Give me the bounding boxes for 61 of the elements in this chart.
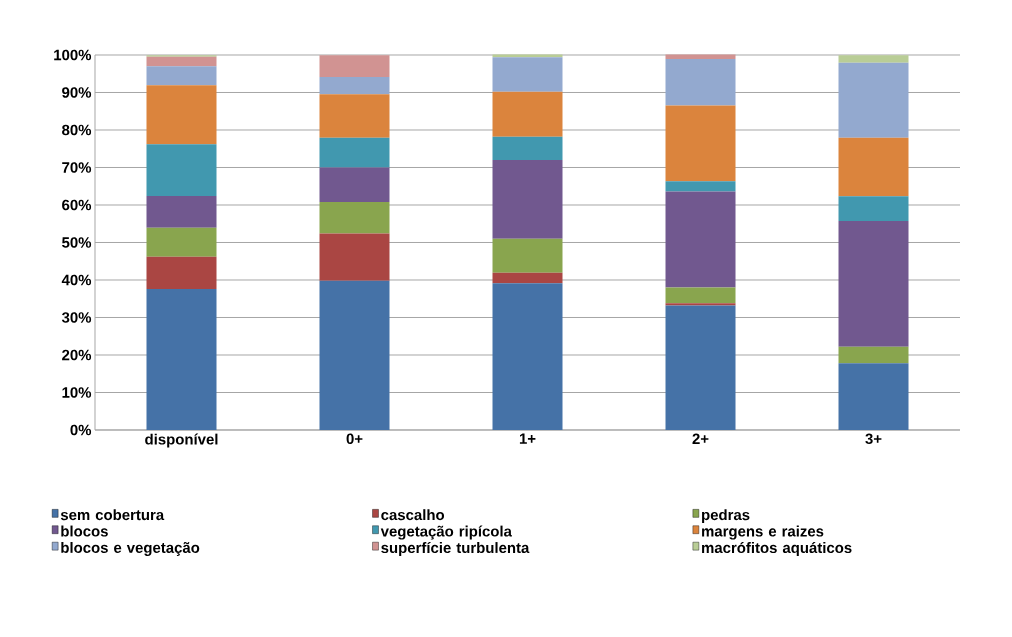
y-tick-label: 50% (62, 237, 92, 248)
bar (492, 91, 563, 137)
y-tick-label: 20% (62, 349, 92, 361)
bar (492, 160, 563, 239)
bar (838, 363, 909, 430)
legend-label: cascalho (381, 509, 445, 521)
bar (146, 289, 217, 430)
bar (665, 287, 736, 304)
x-tick-label: 1+ (519, 433, 536, 444)
y-tick-label: 30% (61, 312, 92, 323)
y-tick-label: 80% (62, 124, 92, 136)
bar (319, 280, 390, 430)
bar (665, 59, 736, 106)
bar (665, 305, 736, 430)
bar (665, 191, 736, 288)
bar (665, 181, 736, 192)
bar (838, 55, 909, 63)
bar (146, 256, 217, 289)
bar (492, 283, 563, 430)
x-tick-label: disponível (145, 433, 218, 448)
y-tick-label: 40% (61, 274, 92, 286)
legend-label: superfície turbulenta (381, 541, 530, 556)
legend-label: blocos e vegetação (61, 542, 200, 556)
bar (319, 94, 390, 138)
legend-label: vegetação ripícola (380, 525, 513, 540)
bar (492, 136, 563, 160)
legend-label: macrófitos aquáticos (702, 541, 852, 556)
x-tick-label: 0+ (346, 433, 363, 445)
bar (146, 85, 217, 145)
legend-label: margens e raizes (702, 525, 824, 540)
y-tick-label: 70% (62, 162, 92, 173)
x-tick-label: 3+ (865, 433, 882, 445)
bar (492, 238, 563, 273)
bar (838, 346, 909, 364)
bar (665, 105, 736, 182)
x-tick-label: 2+ (692, 433, 709, 444)
bar (146, 227, 217, 257)
bar (838, 137, 909, 197)
y-tick-label: 100% (54, 49, 92, 61)
bar (319, 233, 390, 281)
bar (492, 57, 563, 92)
bar (838, 196, 909, 222)
bar (838, 221, 909, 347)
y-tick-label: 90% (62, 87, 92, 98)
legend-label: pedras (702, 509, 750, 524)
bar (319, 167, 390, 202)
bar (319, 137, 390, 168)
bar (319, 55, 390, 78)
legend-label: blocos (61, 525, 108, 537)
bar (838, 62, 909, 138)
bar (146, 56, 217, 67)
y-tick-label: 60% (62, 199, 92, 211)
bar (492, 272, 563, 284)
bar (146, 144, 217, 196)
bar (319, 77, 390, 95)
legend-label: sem cobertura (60, 509, 165, 521)
bar (146, 66, 217, 86)
y-tick-label: 0% (70, 424, 92, 436)
bar (319, 202, 390, 234)
bar (146, 196, 217, 228)
y-tick-label: 10% (62, 387, 92, 398)
